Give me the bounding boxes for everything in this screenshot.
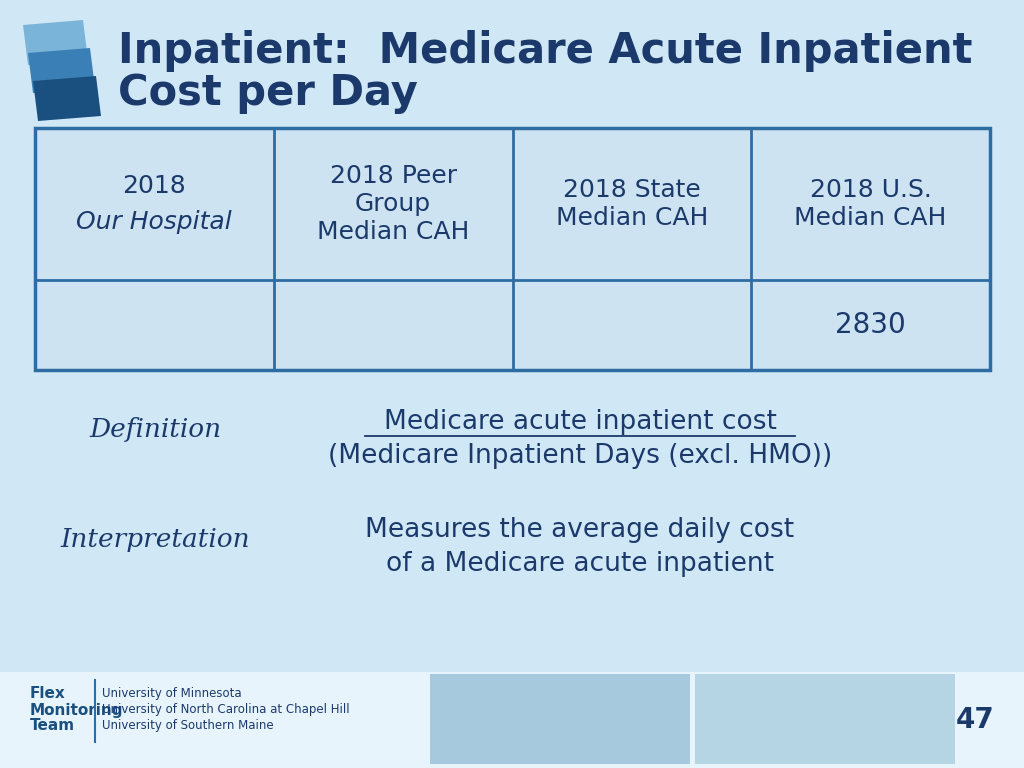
Text: University of Southern Maine: University of Southern Maine bbox=[102, 720, 273, 733]
Bar bbox=[695, 674, 955, 764]
Text: 2018 State: 2018 State bbox=[563, 178, 700, 202]
Text: 2018 U.S.: 2018 U.S. bbox=[810, 178, 932, 202]
Text: Our Hospital: Our Hospital bbox=[77, 210, 232, 234]
Text: Median CAH: Median CAH bbox=[795, 206, 947, 230]
Text: 2018 Peer: 2018 Peer bbox=[330, 164, 457, 188]
Text: Definition: Definition bbox=[89, 418, 221, 442]
Text: Group: Group bbox=[355, 192, 431, 216]
Text: University of North Carolina at Chapel Hill: University of North Carolina at Chapel H… bbox=[102, 703, 349, 717]
Text: Monitoring: Monitoring bbox=[30, 703, 124, 717]
Text: Team: Team bbox=[30, 719, 75, 733]
Text: Medicare acute inpatient cost: Medicare acute inpatient cost bbox=[384, 409, 776, 435]
Text: Cost per Day: Cost per Day bbox=[118, 72, 418, 114]
Text: 2018: 2018 bbox=[123, 174, 186, 198]
Text: 47: 47 bbox=[955, 706, 994, 734]
Bar bbox=[430, 674, 690, 764]
Bar bbox=[35, 128, 990, 370]
Text: Median CAH: Median CAH bbox=[556, 206, 708, 230]
Polygon shape bbox=[28, 48, 95, 93]
Text: Median CAH: Median CAH bbox=[317, 220, 469, 244]
Bar bbox=[35, 128, 990, 370]
Polygon shape bbox=[23, 20, 88, 65]
Text: (Medicare Inpatient Days (excl. HMO)): (Medicare Inpatient Days (excl. HMO)) bbox=[328, 443, 833, 469]
Text: University of Minnesota: University of Minnesota bbox=[102, 687, 242, 700]
Bar bbox=[0, 672, 1024, 768]
Text: Inpatient:  Medicare Acute Inpatient: Inpatient: Medicare Acute Inpatient bbox=[118, 30, 973, 72]
Polygon shape bbox=[33, 76, 101, 121]
Text: 2830: 2830 bbox=[836, 311, 906, 339]
Text: Measures the average daily cost: Measures the average daily cost bbox=[366, 517, 795, 543]
Text: Interpretation: Interpretation bbox=[60, 528, 250, 552]
Text: Flex: Flex bbox=[30, 687, 66, 701]
Text: of a Medicare acute inpatient: of a Medicare acute inpatient bbox=[386, 551, 774, 577]
